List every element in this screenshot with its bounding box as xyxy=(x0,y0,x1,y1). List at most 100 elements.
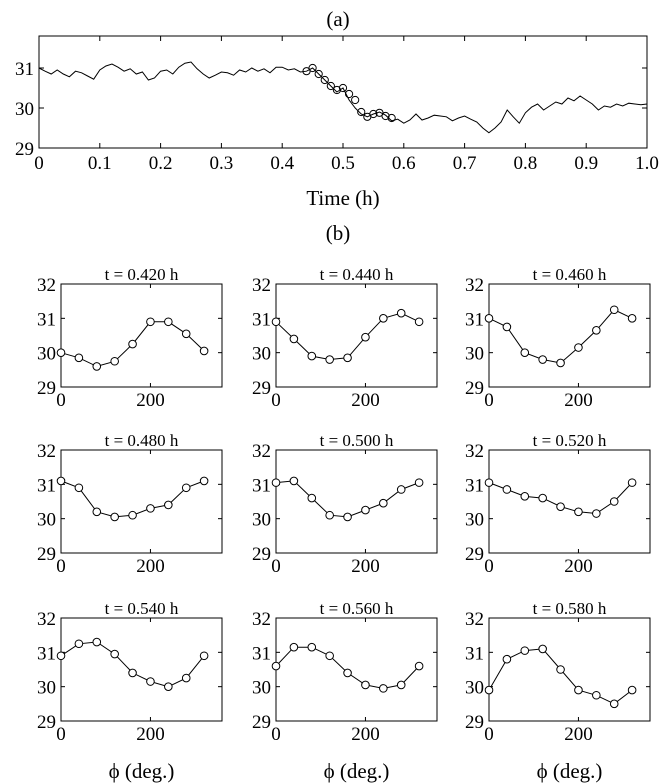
data-point xyxy=(164,500,173,510)
y-tick-label: 32 xyxy=(37,609,56,630)
x-axis-label: ϕ (deg.) xyxy=(109,759,175,783)
snapshot-marker xyxy=(369,109,378,119)
data-point xyxy=(181,673,191,683)
data-point xyxy=(199,651,209,661)
y-tick-label: 31 xyxy=(37,475,56,496)
data-point xyxy=(379,314,388,323)
data-point xyxy=(609,699,619,709)
data-point xyxy=(74,353,84,363)
subplot-title: t = 0.580 h xyxy=(533,599,607,618)
x-tick-label: 200 xyxy=(351,390,380,411)
data-point xyxy=(271,478,281,487)
data-point xyxy=(520,348,530,357)
x-tick-label: 200 xyxy=(564,390,593,411)
y-tick-label: 30 xyxy=(37,678,56,699)
y-tick-label: 32 xyxy=(252,609,271,630)
subplot: t = 0.500 h 29 30 31 32 0 200 xyxy=(252,431,438,577)
data-point xyxy=(627,685,637,695)
data-point xyxy=(574,343,583,352)
data-point xyxy=(164,682,173,691)
plot-frame xyxy=(275,283,438,388)
x-tick-label: 0.3 xyxy=(210,153,234,174)
panel-b-label: (b) xyxy=(326,221,351,245)
data-point xyxy=(484,685,494,695)
data-point xyxy=(538,644,547,654)
data-point xyxy=(396,485,406,494)
snapshot-marker xyxy=(387,113,396,123)
y-tick-label: 31 xyxy=(465,475,484,496)
data-point xyxy=(414,317,424,327)
y-tick-label: 32 xyxy=(252,441,271,462)
data-point xyxy=(271,317,281,327)
x-tick-label: 0.1 xyxy=(88,153,112,174)
series-line xyxy=(275,312,420,361)
y-tick-label: 31 xyxy=(252,643,271,664)
x-tick-label: 0 xyxy=(34,153,44,174)
y-tick-label: 29 xyxy=(37,544,56,565)
data-point xyxy=(325,651,334,661)
x-axis-label: ϕ (deg.) xyxy=(324,759,390,783)
data-point xyxy=(289,334,299,344)
y-tick-label: 30 xyxy=(465,510,484,531)
snapshot-marker xyxy=(332,85,342,95)
subplot: t = 0.520 h 29 30 31 32 0 200 xyxy=(465,431,651,577)
x-tick-label: 0.9 xyxy=(574,153,598,174)
x-axis-label: ϕ (deg.) xyxy=(537,759,603,783)
data-point xyxy=(609,497,619,506)
data-point xyxy=(361,680,370,690)
data-point xyxy=(307,642,317,652)
x-tick-label: 1.0 xyxy=(635,153,659,174)
x-tick-label: 200 xyxy=(136,390,165,411)
plot-frame xyxy=(488,283,651,388)
data-point xyxy=(146,677,155,686)
x-tick-label: 200 xyxy=(136,724,165,745)
plot-layer: 0 0.1 0.2 0.3 0.4 0.5 0.6 0.7 0.8 0.9 1.0 29 30 31 Tim… xyxy=(15,35,659,783)
series-line xyxy=(275,480,420,518)
y-tick-label: 29 xyxy=(465,712,484,733)
snapshot-marker xyxy=(381,111,390,121)
y-tick-label: 30 xyxy=(465,344,484,365)
plot-frame xyxy=(488,449,651,554)
data-point xyxy=(396,680,406,690)
subplot-title: t = 0.540 h xyxy=(105,599,179,618)
y-tick-label: 29 xyxy=(465,544,484,565)
subplot-title: t = 0.520 h xyxy=(533,431,607,450)
y-tick-label: 31 xyxy=(252,309,271,330)
data-point xyxy=(592,326,601,335)
x-tick-label: 0.6 xyxy=(392,153,416,174)
x-tick-label: 0.8 xyxy=(514,153,538,174)
data-point xyxy=(396,308,406,318)
data-point xyxy=(627,478,637,487)
y-tick-label: 30 xyxy=(37,510,56,531)
y-tick-label: 29 xyxy=(252,712,271,733)
data-point xyxy=(379,684,388,693)
y-tick-label: 30 xyxy=(252,678,271,699)
data-point xyxy=(92,637,102,647)
data-point xyxy=(574,507,583,517)
y-tick-label: 31 xyxy=(37,309,56,330)
data-point xyxy=(181,329,191,339)
y-tick-label: 29 xyxy=(252,378,271,399)
y-tick-label: 29 xyxy=(15,139,34,160)
data-point xyxy=(502,485,512,494)
data-point xyxy=(343,512,352,522)
y-tick-label: 32 xyxy=(37,275,56,296)
x-tick-label: 0.2 xyxy=(149,153,173,174)
y-tick-label: 32 xyxy=(465,441,484,462)
series-line xyxy=(275,646,420,689)
snapshot-marker xyxy=(338,83,348,93)
snapshot-marker xyxy=(314,69,323,79)
snapshot-marker xyxy=(326,81,335,91)
y-tick-label: 30 xyxy=(252,510,271,531)
data-point xyxy=(414,478,424,487)
subplot: t = 0.580 h 29 30 31 32 0 200 ϕ (deg.) xyxy=(465,599,651,783)
plot-frame xyxy=(60,617,223,722)
x-tick-label: 0 xyxy=(271,724,281,745)
subplot-title: t = 0.500 h xyxy=(320,431,394,450)
y-tick-label: 31 xyxy=(465,309,484,330)
plot-frame xyxy=(60,449,223,554)
data-point xyxy=(325,510,334,520)
data-point xyxy=(538,355,547,364)
data-point xyxy=(484,314,494,323)
